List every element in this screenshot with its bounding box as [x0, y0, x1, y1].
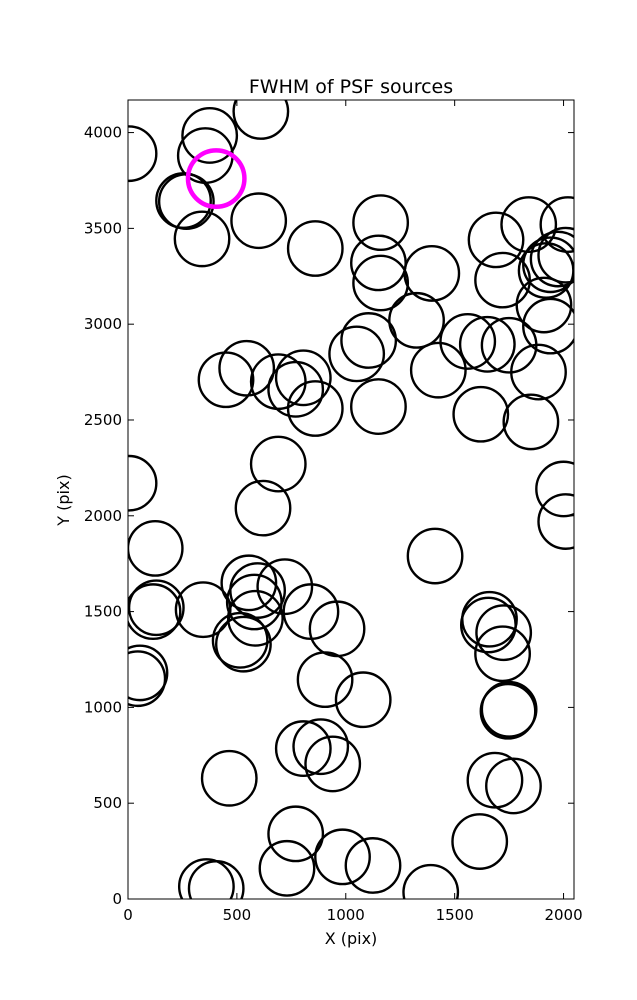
psf-source-circle — [128, 519, 184, 577]
x-tick-label: 1500 — [436, 906, 474, 924]
psf-source-circle — [314, 828, 371, 886]
psf-source-circle — [274, 720, 332, 778]
psf-source-circle — [128, 650, 167, 708]
psf-source-circle — [328, 325, 386, 383]
y-tick-label: 3500 — [84, 219, 122, 237]
plot-frame — [127, 99, 575, 900]
psf-source-circle — [352, 254, 410, 312]
psf-source-circle — [214, 615, 272, 673]
x-axis-title: X (pix) — [325, 929, 378, 948]
y-tick-label: 2000 — [84, 507, 122, 525]
psf-source-circle — [249, 435, 307, 493]
y-axis-title: Y (pix) — [54, 474, 73, 526]
psf-source-circle — [474, 251, 531, 309]
psf-source-circle — [517, 242, 574, 299]
highlighted-source-circle — [185, 148, 247, 210]
psf-source-circle — [479, 682, 537, 740]
x-tick-label: 0 — [123, 906, 133, 924]
psf-source-circle — [522, 236, 574, 294]
psf-source-circle — [485, 757, 542, 815]
psf-source-circle — [173, 210, 231, 268]
psf-source-circle — [459, 596, 517, 654]
psf-source-circle — [522, 297, 574, 355]
psf-source-circle — [128, 644, 169, 702]
psf-source-circle — [340, 312, 398, 369]
axes: 0 500 1000 1500 2000 0 500 1000 1500 2000 2500 3000… — [84, 100, 583, 924]
y-tick-label: 4000 — [84, 124, 122, 142]
psf-source-circle — [292, 718, 350, 776]
psf-source-circle — [230, 192, 288, 250]
psf-source-circle — [510, 343, 567, 401]
psf-source-circle — [225, 573, 283, 631]
psf-source-circle — [403, 244, 461, 302]
psf-source-circle — [515, 276, 573, 334]
psf-source-circle — [500, 196, 558, 253]
psf-source-circle — [187, 860, 245, 899]
psf-source-circle — [467, 211, 525, 269]
psf-source-circle — [286, 380, 344, 437]
plot-marks — [128, 100, 574, 899]
psf-source-circle — [475, 604, 533, 662]
x-tick-label: 1000 — [327, 906, 365, 924]
psf-source-circle — [274, 349, 332, 407]
psf-source-circle — [128, 454, 158, 512]
psf-source-circle — [537, 493, 574, 550]
psf-source-circle — [200, 749, 258, 807]
x-tick-label: 500 — [223, 906, 252, 924]
psf-source-circle — [197, 351, 255, 409]
psf-source-circle — [388, 291, 445, 349]
psf-source-circle — [177, 858, 235, 899]
psf-source-circle — [211, 611, 269, 669]
y-tick-label: 3000 — [84, 315, 122, 333]
psf-source-circle — [409, 341, 467, 399]
psf-source-circle — [402, 863, 460, 899]
psf-source-circle — [334, 671, 392, 729]
psf-source-circle — [350, 378, 407, 435]
y-tick-label: 2500 — [84, 411, 122, 429]
y-tick-label: 1000 — [84, 698, 122, 716]
psf-source-circle — [529, 230, 574, 288]
psf-source-circle — [220, 554, 278, 612]
psf-source-circle — [466, 751, 524, 809]
psf-source-circle — [128, 583, 182, 641]
psf-source-circle — [181, 107, 239, 164]
psf-source-circle — [258, 839, 316, 897]
psf-source-circle — [352, 194, 410, 252]
psf-source-circle — [234, 479, 292, 537]
psf-source-circle — [539, 196, 574, 253]
psf-source-circle — [128, 125, 158, 183]
psf-source-circle — [452, 385, 510, 443]
x-tick-label: 2000 — [544, 906, 582, 924]
psf-source-circle — [458, 315, 516, 373]
psf-source-circle — [535, 460, 574, 518]
psf-source-circle — [296, 651, 354, 709]
psf-source-circle — [218, 339, 276, 397]
psf-source-circle — [502, 393, 560, 451]
psf-source-circle — [232, 100, 290, 140]
psf-source-circle — [537, 226, 574, 284]
y-tick-label: 0 — [112, 890, 122, 908]
y-tick-label: 1500 — [84, 603, 122, 621]
psf-source-circle — [439, 313, 497, 370]
psf-source-circle — [344, 837, 402, 894]
psf-source-circle — [226, 589, 284, 647]
psf-source-circle — [267, 360, 325, 418]
y-tick-label: 500 — [93, 794, 122, 812]
psf-source-circle — [128, 579, 185, 637]
chart-title: FWHM of PSF sources — [249, 76, 453, 98]
psf-source-circle — [474, 625, 531, 683]
psf-source-circle — [406, 527, 464, 585]
psf-source-circle — [461, 590, 518, 648]
psf-source-circle — [267, 805, 325, 863]
psf-source-circle — [286, 220, 344, 277]
psf-source-circle — [451, 813, 509, 870]
psf-source-circle — [304, 735, 362, 793]
